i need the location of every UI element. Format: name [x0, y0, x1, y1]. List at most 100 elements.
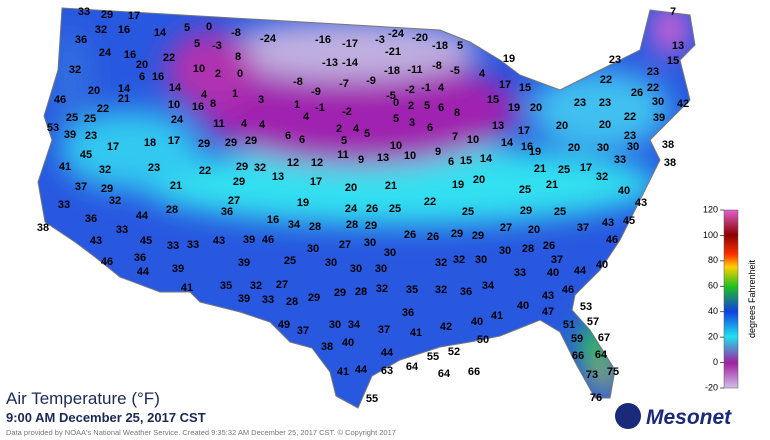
- station-temp: 2: [336, 123, 342, 135]
- station-temp: 25: [558, 164, 570, 176]
- station-temp: -21: [385, 46, 401, 58]
- station-temp: 5: [424, 100, 430, 112]
- station-temp: 39: [653, 112, 665, 124]
- station-temp: -2: [405, 84, 415, 96]
- credit: Data provided by NOAA's National Weather…: [6, 428, 396, 437]
- station-temp: 32: [435, 257, 447, 269]
- station-temp: 10: [390, 140, 402, 152]
- station-temp: 40: [618, 185, 630, 197]
- station-temp: 22: [163, 52, 175, 64]
- station-temp: 23: [609, 54, 621, 66]
- station-temp: 39: [238, 257, 250, 269]
- station-temp: 19: [297, 197, 309, 209]
- colorbar-tick-label: 60: [708, 281, 718, 291]
- station-temp: 26: [366, 203, 378, 215]
- station-temp: -1: [421, 82, 431, 94]
- station-temp: -11: [407, 64, 422, 76]
- station-temp: 30: [307, 243, 319, 255]
- station-temp: 29: [225, 137, 237, 149]
- station-temp: 23: [599, 97, 611, 109]
- station-temp: 16: [521, 141, 533, 153]
- station-temp: 20: [88, 85, 100, 97]
- station-temp: 30: [350, 263, 362, 275]
- station-temp: -17: [342, 38, 358, 50]
- station-temp: 49: [278, 319, 290, 331]
- station-temp: 14: [118, 83, 131, 95]
- station-temp: 46: [606, 234, 618, 246]
- station-temp: 45: [140, 235, 152, 247]
- station-temp: 5: [194, 38, 200, 50]
- station-temp: 25: [462, 206, 474, 218]
- colorbar: [723, 209, 739, 389]
- station-temp: 10: [168, 99, 180, 111]
- station-temp: 27: [500, 222, 512, 234]
- station-temp: 42: [677, 98, 689, 110]
- station-temp: 76: [590, 392, 602, 404]
- station-temp: 41: [410, 327, 422, 339]
- us-outline: [37, 7, 696, 409]
- station-temp: 63: [381, 365, 393, 377]
- station-temp: 32: [95, 24, 107, 36]
- station-temp: 8: [454, 107, 460, 119]
- station-temp: 17: [168, 135, 180, 147]
- station-temp: -13: [322, 57, 338, 69]
- station-temp: 37: [297, 325, 309, 337]
- station-temp: 30: [329, 319, 341, 331]
- station-temp: -3: [212, 40, 222, 52]
- station-temp: 37: [577, 222, 589, 234]
- station-temp: 66: [572, 350, 584, 362]
- station-temp: 19: [452, 179, 464, 191]
- station-temp: 5: [457, 40, 463, 52]
- station-temp: 32: [109, 195, 121, 207]
- station-temp: 21: [170, 180, 182, 192]
- station-temp: 46: [54, 94, 66, 106]
- station-temp: 45: [623, 215, 635, 227]
- station-temp: 33: [116, 224, 128, 236]
- station-temp: 13: [377, 152, 389, 164]
- station-temp: 25: [389, 203, 401, 215]
- station-temp: -9: [366, 75, 376, 87]
- station-temp: 33: [167, 240, 179, 252]
- station-temp: 38: [321, 341, 333, 353]
- station-temp: 19: [508, 102, 520, 114]
- station-temp: 57: [587, 316, 599, 328]
- station-temp: 25: [284, 255, 296, 267]
- station-temp: 26: [427, 231, 439, 243]
- station-temp: 32: [99, 164, 111, 176]
- station-temp: 16: [118, 24, 130, 36]
- station-temp: -18: [432, 40, 448, 52]
- station-temp: 27: [276, 279, 288, 291]
- station-temp: 13: [272, 171, 284, 183]
- station-temp: 17: [518, 125, 530, 137]
- station-temp: 20: [556, 120, 568, 132]
- station-temp: 4: [303, 111, 310, 123]
- station-temp: 39: [172, 263, 184, 275]
- station-temp: 25: [519, 184, 531, 196]
- station-temp: 36: [221, 206, 233, 218]
- station-temp: 15: [460, 155, 472, 167]
- station-temp: 47: [542, 306, 554, 318]
- station-temp: -5: [386, 90, 396, 102]
- station-temp: 41: [181, 282, 193, 294]
- station-temp: 6: [427, 122, 433, 134]
- station-temp: 50: [477, 334, 489, 346]
- station-temp: 29: [334, 287, 346, 299]
- station-temp: 21: [385, 180, 397, 192]
- station-temp: 29: [198, 138, 210, 150]
- station-temp: 46: [562, 284, 574, 296]
- station-temp: 36: [85, 213, 97, 225]
- station-temp: 43: [602, 217, 614, 229]
- station-temp: 75: [607, 366, 619, 378]
- station-temp: -3: [375, 34, 385, 46]
- station-temp: 18: [144, 137, 156, 149]
- station-temp: 44: [574, 265, 587, 277]
- station-temp: 40: [517, 300, 529, 312]
- station-temp: 3: [258, 94, 264, 106]
- station-temp: 14: [154, 27, 167, 39]
- station-temp: -2: [342, 106, 352, 118]
- station-temp: 13: [672, 40, 684, 52]
- station-temp: 0: [393, 97, 399, 109]
- station-temp: 30: [384, 247, 396, 259]
- station-temp: 20: [568, 142, 580, 154]
- station-temp: 36: [75, 34, 87, 46]
